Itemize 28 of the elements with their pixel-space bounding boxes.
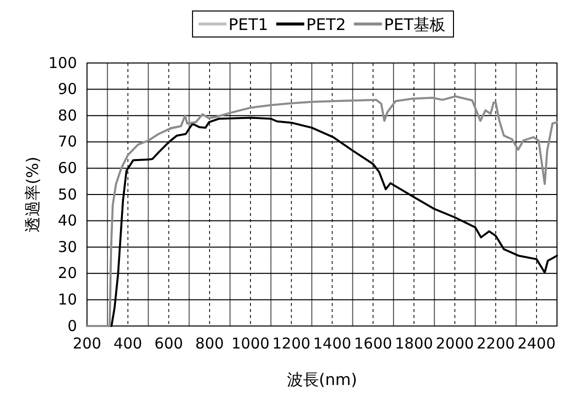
y-tick-label: 20: [58, 264, 77, 282]
x-tick-label: 1200: [272, 334, 310, 353]
x-tick-label: 2400: [517, 334, 556, 353]
x-tick-label: 600: [154, 334, 184, 353]
y-tick-label: 80: [58, 106, 77, 124]
y-tick-label: 40: [58, 212, 77, 230]
legend-label: PET1: [228, 15, 268, 34]
legend-label: PET2: [306, 15, 346, 34]
x-tick-label: 200: [72, 334, 102, 353]
y-axis-title: 透過率(%): [23, 156, 42, 232]
y-tick-label: 90: [58, 80, 77, 98]
y-tick-label: 10: [58, 290, 77, 308]
x-tick-label: 1400: [313, 334, 352, 353]
x-tick-label: 400: [114, 334, 142, 353]
x-tick-label: 1000: [231, 334, 270, 353]
y-tick-label: 60: [58, 159, 77, 177]
y-tick-label: 100: [48, 54, 77, 72]
x-tick-label: 1800: [394, 334, 434, 353]
y-tick-label: 0: [67, 316, 77, 335]
x-tick-label: 1600: [354, 334, 392, 353]
legend-label: PET基板: [384, 15, 446, 34]
y-tick-label: 70: [58, 132, 77, 151]
y-tick-label: 30: [58, 238, 77, 256]
x-tick-label: 2200: [476, 334, 515, 353]
x-tick-label: 800: [195, 334, 224, 353]
x-axis-title: 波長(nm): [286, 370, 358, 389]
x-tick-label: 2000: [436, 334, 474, 353]
y-tick-label: 50: [58, 185, 77, 204]
